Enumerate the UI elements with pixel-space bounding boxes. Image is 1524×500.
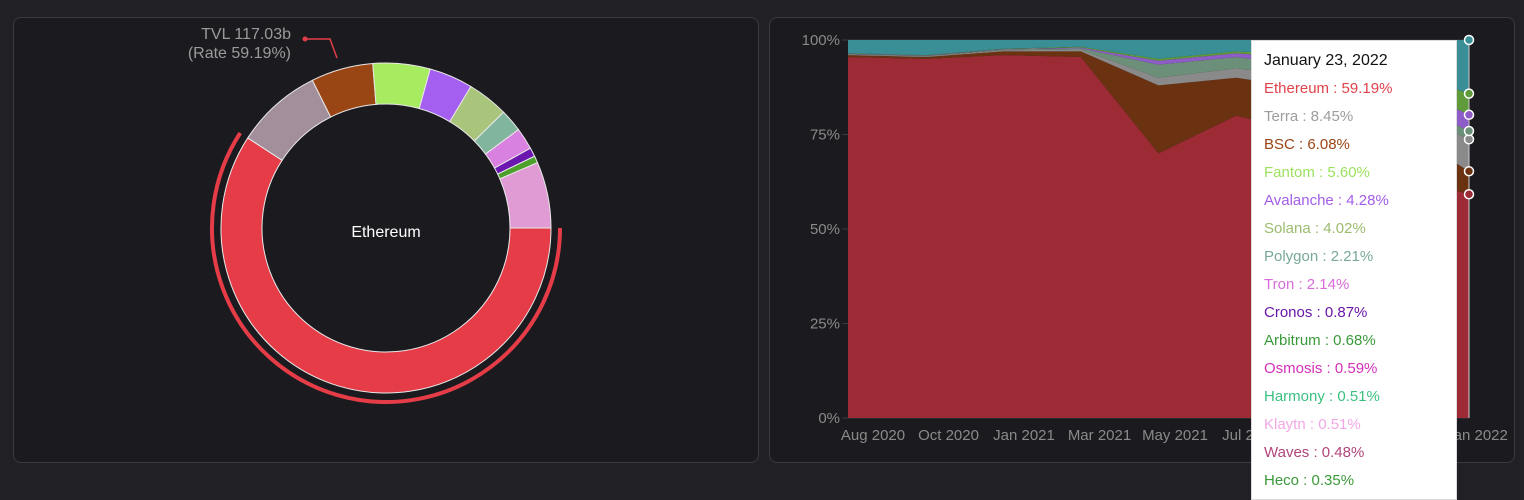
tooltip-row: Cronos : 0.87% <box>1264 304 1368 321</box>
tooltip-date: January 23, 2022 <box>1264 52 1388 69</box>
tooltip-row: Arbitrum : 0.68% <box>1264 332 1376 349</box>
tooltip-row: Harmony : 0.51% <box>1264 388 1380 405</box>
donut-slices <box>220 62 552 394</box>
tooltip-rows: Ethereum : 59.19% Terra : 8.45% BSC : 6.08… <box>1264 75 1456 495</box>
tooltip-row: Waves : 0.48% <box>1264 444 1365 461</box>
tooltip-row: Avalanche : 4.28% <box>1264 192 1389 209</box>
tvl-label-leader <box>305 38 338 59</box>
ethereum-highlight-arc <box>210 131 562 404</box>
tvl-label: TVL 117.03b <box>201 26 291 43</box>
tooltip-row: Solana : 4.02% <box>1264 220 1366 237</box>
donut-slice-ethereum[interactable] <box>220 137 552 394</box>
rate-label: (Rate 59.19%) <box>188 45 291 62</box>
tooltip-row: Ethereum : 59.19% <box>1264 80 1393 97</box>
chart-tooltip: January 23, 2022 Ethereum : 59.19% Terra … <box>1251 40 1457 500</box>
tooltip-row: Osmosis : 0.59% <box>1264 360 1378 377</box>
tvl-label-dot <box>302 36 308 42</box>
tooltip-row: Fantom : 5.60% <box>1264 164 1370 181</box>
tooltip-row: Terra : 8.45% <box>1264 108 1354 125</box>
donut-center-label: Ethereum <box>351 224 420 241</box>
tooltip-row: Heco : 0.35% <box>1264 472 1355 489</box>
tooltip-row: Klaytn : 0.51% <box>1264 416 1361 433</box>
tooltip-row: BSC : 6.08% <box>1264 136 1350 153</box>
tvl-donut-chart: TVL 117.03b (Rate 59.19%) Ethereum <box>188 26 562 404</box>
tooltip-row: Polygon : 2.21% <box>1264 248 1374 265</box>
donut-slice-others[interactable] <box>499 162 552 229</box>
tooltip-row: Tron : 2.14% <box>1264 276 1350 293</box>
